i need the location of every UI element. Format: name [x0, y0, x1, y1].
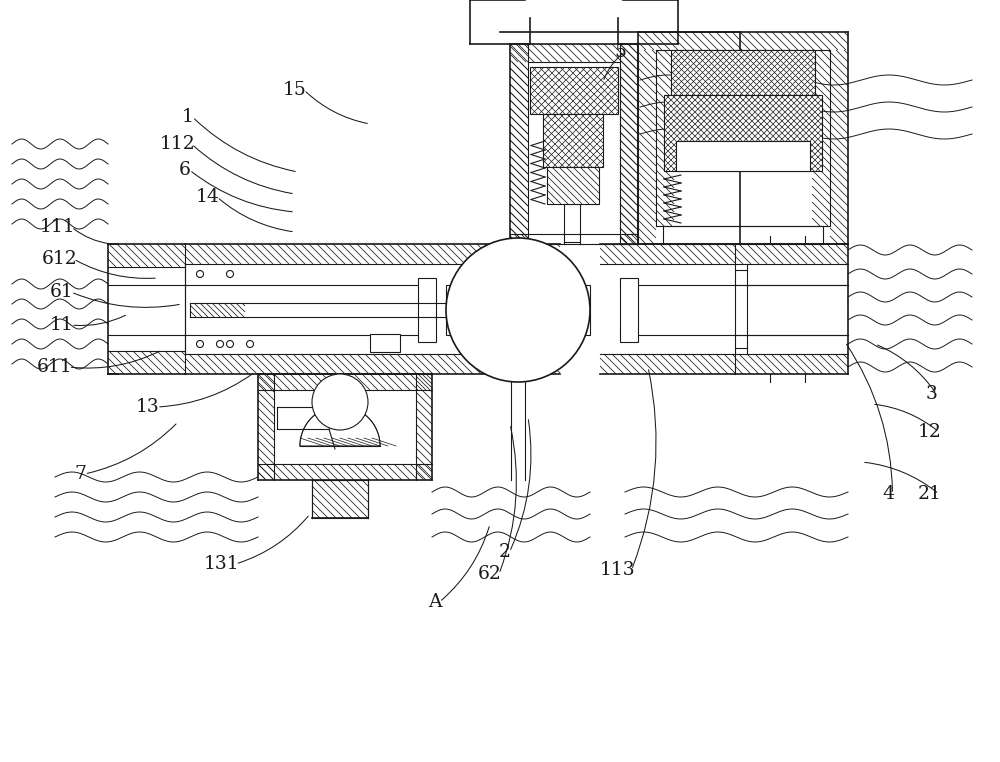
Circle shape: [216, 341, 224, 347]
Text: 15: 15: [283, 81, 307, 99]
Text: 13: 13: [136, 398, 160, 416]
Circle shape: [196, 341, 204, 347]
Text: 112: 112: [160, 135, 196, 153]
Bar: [664, 95, 822, 171]
Circle shape: [226, 341, 234, 347]
Text: A: A: [428, 593, 442, 611]
Circle shape: [196, 271, 204, 277]
Text: 2: 2: [499, 543, 511, 561]
Circle shape: [246, 341, 254, 347]
Bar: [620, 278, 638, 342]
Text: 14: 14: [196, 188, 220, 206]
Circle shape: [226, 271, 234, 277]
Bar: [543, 114, 603, 167]
Text: 61: 61: [50, 283, 74, 301]
Polygon shape: [300, 406, 380, 446]
Bar: [671, 50, 815, 95]
Text: 21: 21: [918, 485, 942, 503]
Text: 611: 611: [37, 358, 73, 376]
Text: 111: 111: [40, 218, 76, 236]
Text: 113: 113: [600, 561, 636, 579]
Bar: [418, 278, 436, 342]
Bar: [370, 334, 400, 352]
Text: 7: 7: [74, 465, 86, 483]
Text: 1: 1: [182, 108, 194, 126]
Bar: [530, 67, 618, 114]
Text: 3: 3: [926, 385, 938, 403]
Bar: [547, 167, 599, 204]
Text: 131: 131: [204, 555, 240, 573]
Text: 5: 5: [614, 43, 626, 61]
Circle shape: [446, 238, 590, 382]
Text: 11: 11: [50, 316, 74, 334]
Circle shape: [312, 374, 368, 430]
Bar: [676, 141, 810, 171]
Bar: [446, 285, 590, 335]
Text: 62: 62: [478, 565, 502, 583]
Text: 612: 612: [42, 250, 78, 268]
Text: 4: 4: [882, 485, 894, 503]
Text: 6: 6: [179, 161, 191, 179]
Text: 12: 12: [918, 423, 942, 441]
